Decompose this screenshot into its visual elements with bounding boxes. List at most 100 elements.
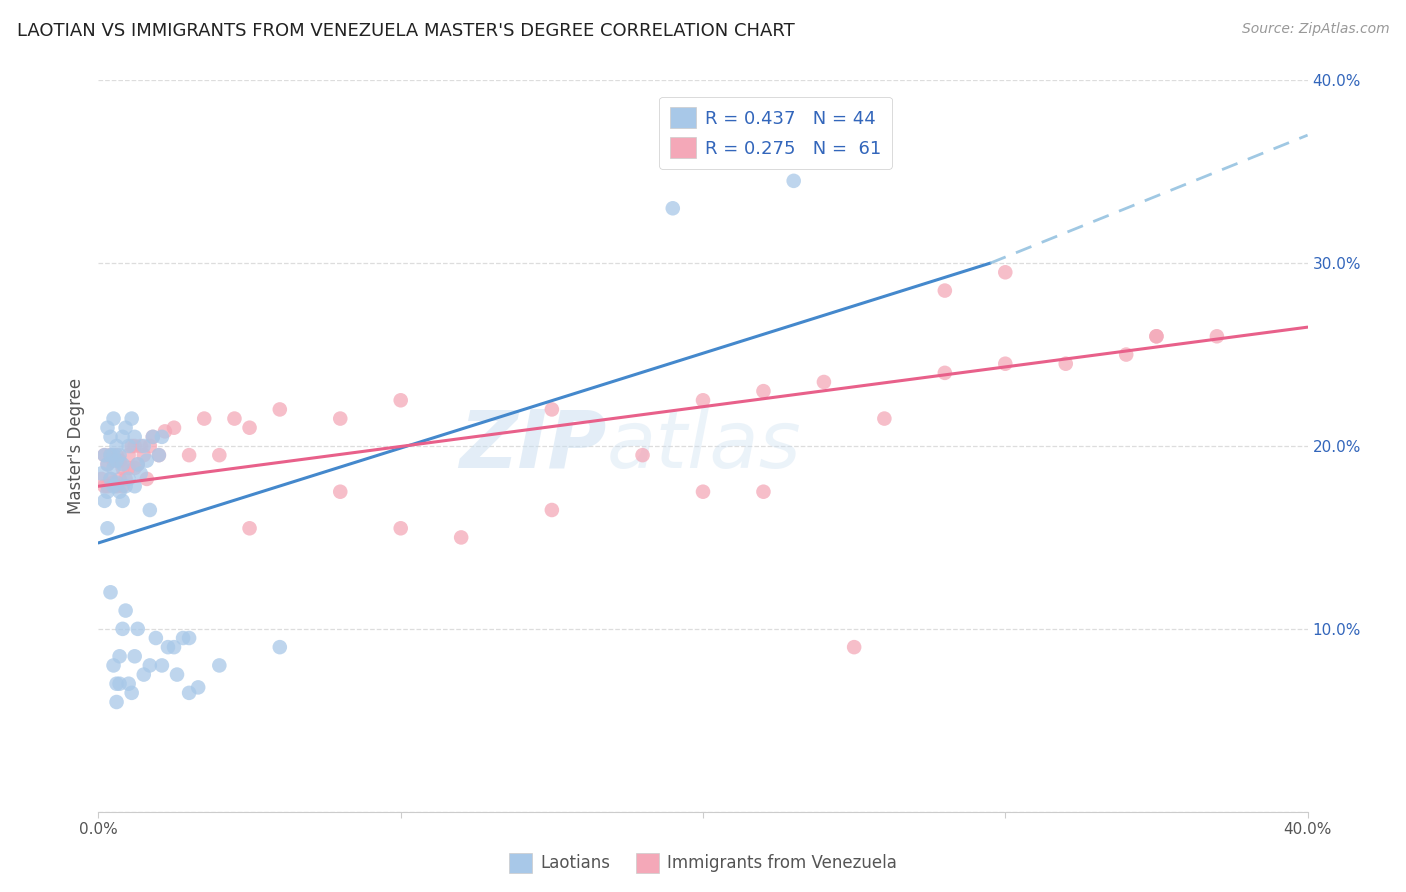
Point xyxy=(93,448,115,462)
Point xyxy=(111,430,134,444)
Point xyxy=(1206,329,1229,343)
Point xyxy=(132,448,155,462)
Point xyxy=(100,448,122,462)
Point xyxy=(96,484,118,499)
Point xyxy=(153,425,176,439)
Point xyxy=(103,479,125,493)
Point xyxy=(90,472,112,486)
Point xyxy=(103,448,125,462)
Point xyxy=(135,453,157,467)
Point xyxy=(103,658,125,673)
Point xyxy=(129,467,152,481)
Point xyxy=(661,201,683,215)
Point xyxy=(179,686,201,700)
Point xyxy=(844,640,866,655)
Point xyxy=(105,479,128,493)
Point xyxy=(100,430,122,444)
Legend: R = 0.437   N = 44, R = 0.275   N =  61: R = 0.437 N = 44, R = 0.275 N = 61 xyxy=(659,96,891,169)
Point xyxy=(139,439,162,453)
Point xyxy=(172,631,194,645)
Point xyxy=(1144,329,1167,343)
Point xyxy=(139,503,162,517)
Point xyxy=(239,421,262,435)
Point xyxy=(127,622,149,636)
Point xyxy=(166,667,188,681)
Point xyxy=(873,411,896,425)
Point xyxy=(100,472,122,486)
Point xyxy=(193,411,215,425)
Point xyxy=(329,484,352,499)
Point xyxy=(124,649,146,664)
Point xyxy=(163,421,186,435)
Point xyxy=(114,603,136,617)
Point xyxy=(145,631,167,645)
Point xyxy=(752,484,775,499)
Point xyxy=(450,530,472,544)
Point xyxy=(105,676,128,690)
Point xyxy=(269,640,291,655)
Point xyxy=(163,640,186,655)
Point xyxy=(124,461,146,475)
Text: atlas: atlas xyxy=(606,407,801,485)
Point xyxy=(994,357,1017,371)
Point xyxy=(269,402,291,417)
Point xyxy=(121,686,143,700)
Point xyxy=(752,384,775,398)
Point xyxy=(139,658,162,673)
Point xyxy=(148,448,170,462)
Point xyxy=(156,640,179,655)
Point xyxy=(118,448,141,462)
Point xyxy=(96,479,118,493)
Point xyxy=(121,439,143,453)
Point xyxy=(187,681,209,695)
Point xyxy=(93,479,115,493)
Point xyxy=(208,448,231,462)
Point xyxy=(100,585,122,599)
Point xyxy=(90,467,112,481)
Y-axis label: Master's Degree: Master's Degree xyxy=(67,378,86,514)
Point xyxy=(1054,357,1077,371)
Text: ZIP: ZIP xyxy=(458,407,606,485)
Point xyxy=(124,479,146,493)
Point xyxy=(329,411,352,425)
Point xyxy=(105,439,128,453)
Point xyxy=(934,284,956,298)
Point xyxy=(96,521,118,535)
Point xyxy=(103,453,125,467)
Point xyxy=(129,439,152,453)
Point xyxy=(111,622,134,636)
Point xyxy=(118,472,141,486)
Point xyxy=(132,439,155,453)
Point xyxy=(96,457,118,471)
Point xyxy=(105,695,128,709)
Point xyxy=(103,411,125,425)
Point xyxy=(114,421,136,435)
Point xyxy=(108,453,131,467)
Point xyxy=(93,448,115,462)
Point xyxy=(150,658,173,673)
Point xyxy=(111,461,134,475)
Point xyxy=(631,448,654,462)
Point xyxy=(239,521,262,535)
Point xyxy=(135,472,157,486)
Point xyxy=(111,494,134,508)
Point xyxy=(103,461,125,475)
Point xyxy=(111,457,134,471)
Point xyxy=(124,430,146,444)
Point xyxy=(389,521,412,535)
Point xyxy=(994,265,1017,279)
Point xyxy=(127,457,149,471)
Point xyxy=(179,448,201,462)
Point xyxy=(108,649,131,664)
Point xyxy=(142,430,165,444)
Point xyxy=(118,439,141,453)
Text: Source: ZipAtlas.com: Source: ZipAtlas.com xyxy=(1241,22,1389,37)
Point xyxy=(179,631,201,645)
Point xyxy=(105,448,128,462)
Point xyxy=(692,484,714,499)
Point xyxy=(540,402,562,417)
Point xyxy=(118,676,141,690)
Point xyxy=(142,430,165,444)
Point xyxy=(224,411,246,425)
Point xyxy=(108,676,131,690)
